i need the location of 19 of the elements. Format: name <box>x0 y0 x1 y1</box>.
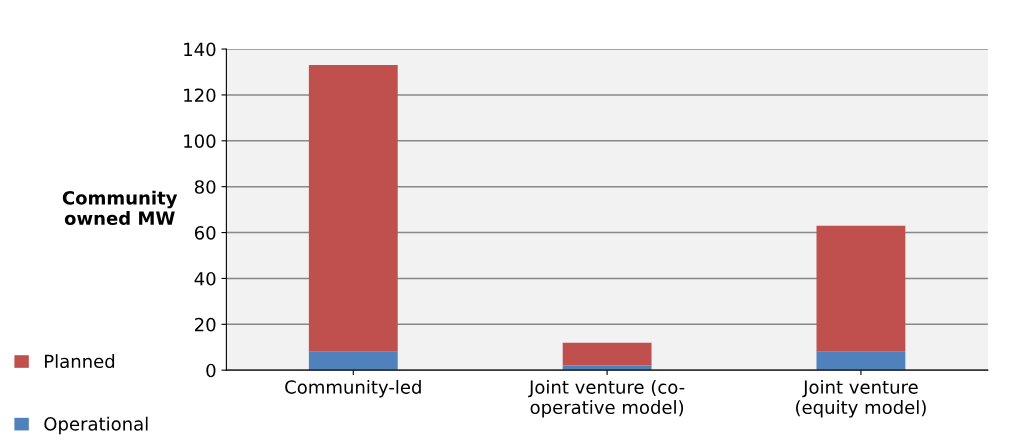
bar <box>308 351 398 371</box>
y-tick-label: 20 <box>195 317 216 332</box>
y-tick-label: 120 <box>184 88 216 103</box>
y-tick-label: 100 <box>184 134 216 148</box>
y-tick-label: 40 <box>194 271 216 286</box>
bar <box>816 225 906 352</box>
bar <box>308 65 398 352</box>
bar <box>816 351 906 371</box>
legend-label: Planned <box>45 354 115 369</box>
y-tick-label: 0 <box>206 363 216 378</box>
x-tick-label: Joint venture (co- operative model) <box>528 379 685 418</box>
y-tick-label: 80 <box>194 180 216 194</box>
y-axis-title: Community owned MW <box>62 190 178 226</box>
legend-label: Operational <box>44 416 148 435</box>
x-tick-label: Community-led <box>285 379 421 398</box>
x-tick-label: Joint venture (equity model) <box>796 379 926 418</box>
bar <box>562 342 652 366</box>
y-tick-label: 140 <box>184 42 216 57</box>
y-tick-label: 60 <box>194 226 216 240</box>
